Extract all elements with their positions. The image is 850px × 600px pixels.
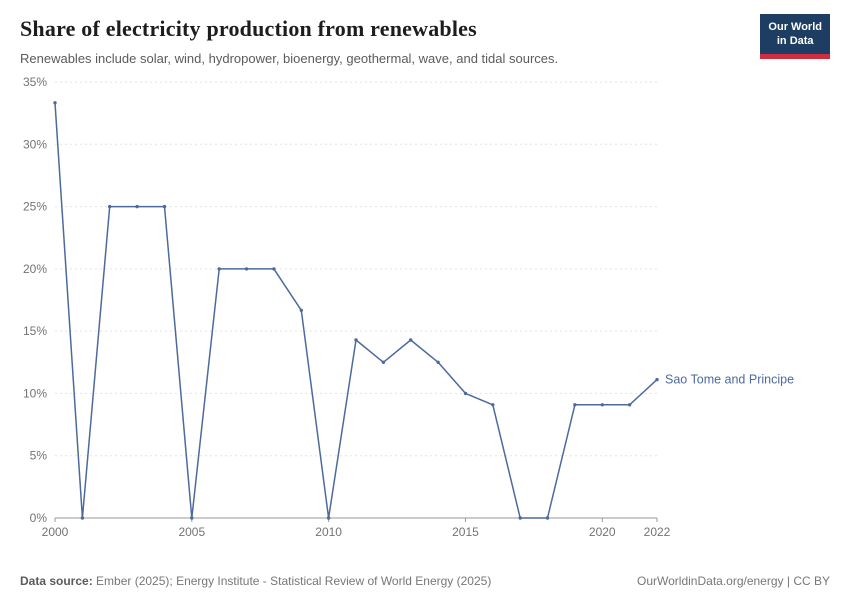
y-tick-label: 35% [23, 75, 47, 89]
chart-title: Share of electricity production from ren… [20, 16, 477, 41]
x-tick-label: 2010 [315, 525, 342, 539]
data-point [463, 391, 468, 396]
series-label: Sao Tome and Principe [665, 373, 794, 387]
data-point [381, 360, 386, 364]
header: Share of electricity production from ren… [0, 0, 850, 66]
data-point [600, 403, 604, 407]
license-note: OurWorldinData.org/energy | CC BY [637, 574, 830, 588]
data-point [162, 204, 167, 209]
y-tick-label: 5% [30, 449, 48, 463]
data-point [436, 360, 440, 364]
footer: Data source: Ember (2025); Energy Instit… [20, 574, 830, 588]
data-point [491, 403, 495, 407]
data-point [655, 377, 659, 382]
data-point [299, 308, 303, 312]
y-tick-label: 20% [23, 262, 47, 276]
owid-logo[interactable]: Our World in Data [760, 14, 830, 59]
data-source-text: Ember (2025); Energy Institute - Statist… [92, 574, 492, 588]
data-point [244, 267, 249, 271]
data-point [354, 338, 358, 342]
owid-logo-line1: Our World [768, 21, 822, 33]
x-tick-label: 2005 [178, 525, 205, 539]
line-chart[interactable]: 0% 5% 10% 15% 20% 25% 30% 35% 2000 2005 2010 2015 20… [20, 72, 830, 552]
y-tick-label: 15% [23, 324, 47, 338]
y-tick-label: 25% [23, 200, 47, 214]
x-tick-label: 2022 [644, 525, 671, 539]
data-point [545, 516, 550, 520]
data-point [518, 516, 522, 520]
data-point [135, 204, 139, 209]
x-tick-label: 2015 [452, 525, 479, 539]
x-tick-label: 2020 [589, 525, 616, 539]
data-point [573, 403, 577, 407]
y-tick-label: 10% [23, 386, 47, 400]
owid-logo-line2: in Data [776, 35, 814, 48]
y-tick-label: 0% [30, 511, 48, 525]
data-point [627, 403, 632, 407]
x-tick-label: 2000 [42, 525, 69, 539]
data-point [80, 516, 85, 520]
chart-area: 0% 5% 10% 15% 20% 25% 30% 35% 2000 2005 2010 2015 20… [20, 72, 850, 557]
data-source-note: Data source: Ember (2025); Energy Instit… [20, 574, 491, 588]
y-tick-label: 30% [23, 137, 47, 151]
data-point [217, 267, 221, 271]
data-point [272, 267, 276, 271]
data-point [326, 516, 331, 520]
data-point [108, 204, 112, 209]
data-point [53, 101, 57, 105]
data-point [409, 338, 413, 342]
chart-subtitle: Renewables include solar, wind, hydropow… [20, 51, 559, 66]
data-source-label: Data source: [20, 574, 93, 588]
header-text: Share of electricity production from ren… [20, 14, 558, 66]
data-point [190, 516, 194, 520]
